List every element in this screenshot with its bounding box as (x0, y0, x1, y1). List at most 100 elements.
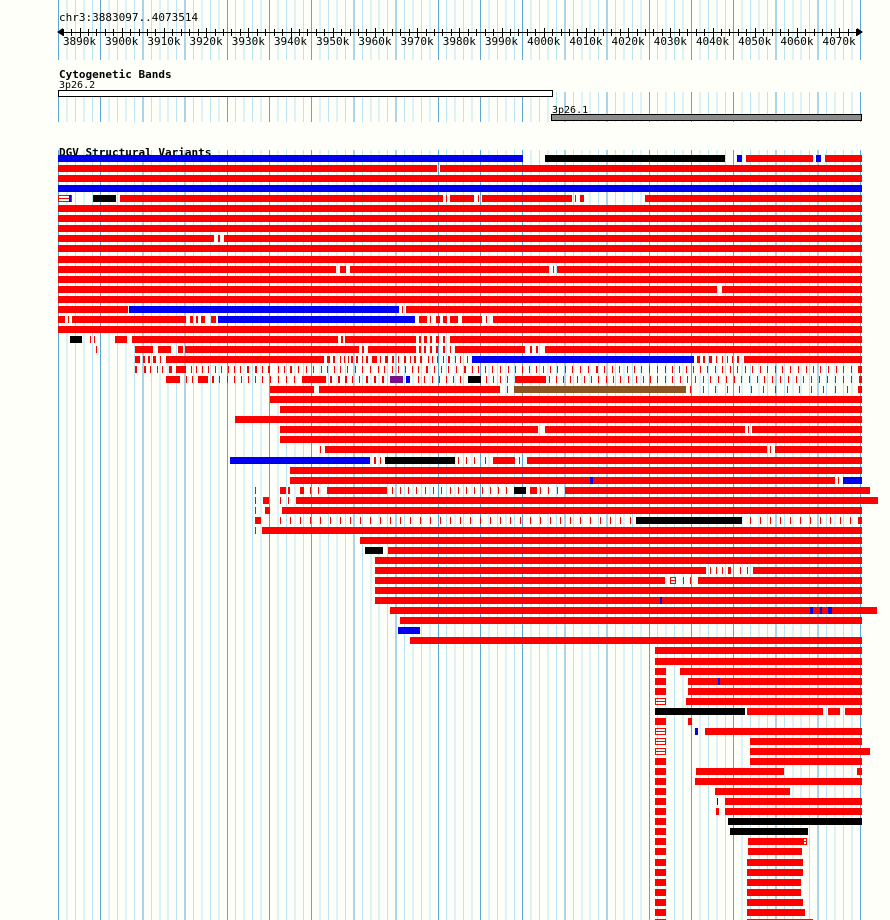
variant-segment-red[interactable] (718, 376, 719, 384)
variant-segment-red[interactable] (530, 486, 537, 494)
variant-segment-red[interactable] (570, 516, 571, 524)
variant-segment-red[interactable] (811, 386, 812, 394)
variant-segment-red[interactable] (58, 275, 862, 283)
variant-segment-red[interactable] (375, 577, 665, 585)
variant-segment-red[interactable] (577, 376, 578, 384)
variant-segment-red[interactable] (185, 345, 359, 353)
variant-segment-red[interactable] (400, 486, 401, 494)
variant-segment-red[interactable] (828, 707, 840, 715)
variant-segment-red[interactable] (582, 476, 585, 484)
variant-segment-red[interactable] (169, 366, 172, 374)
variant-segment-red[interactable] (686, 366, 687, 374)
variant-segment-red[interactable] (827, 376, 828, 384)
variant-segment-red[interactable] (135, 366, 137, 374)
variant-segment-red[interactable] (440, 165, 862, 173)
variant-segment-hollow[interactable] (655, 737, 666, 745)
variant-segment-red[interactable] (410, 516, 411, 524)
variant-segment-blue[interactable] (660, 597, 662, 605)
variant-segment-red[interactable] (813, 366, 814, 374)
variant-segment-red[interactable] (798, 366, 799, 374)
variant-segment-red[interactable] (240, 366, 241, 374)
variant-segment-red[interactable] (296, 496, 878, 504)
variant-segment-red[interactable] (798, 737, 862, 745)
variant-segment-red[interactable] (836, 366, 837, 374)
variant-segment-red[interactable] (737, 356, 739, 363)
variant-segment-red[interactable] (500, 366, 501, 374)
variant-segment-red[interactable] (838, 747, 862, 755)
variant-segment-red[interactable] (72, 315, 186, 323)
variant-segment-red[interactable] (280, 406, 862, 414)
variant-segment-red[interactable] (679, 366, 680, 374)
variant-segment-red[interactable] (241, 376, 242, 384)
variant-segment-red[interactable] (201, 315, 205, 323)
variant-segment-red[interactable] (135, 356, 140, 363)
variant-segment-red[interactable] (857, 768, 862, 776)
variant-segment-red[interactable] (737, 366, 738, 374)
variant-segment-red[interactable] (695, 778, 862, 786)
variant-segment-red[interactable] (446, 376, 447, 384)
variant-segment-red[interactable] (424, 345, 426, 353)
variant-segment-red[interactable] (757, 376, 758, 384)
variant-segment-red[interactable] (202, 366, 203, 374)
variant-segment-blue[interactable] (58, 155, 523, 162)
variant-segment-red[interactable] (627, 366, 628, 374)
variant-segment-red[interactable] (580, 195, 584, 203)
variant-segment-red[interactable] (655, 828, 666, 836)
variant-segment-red[interactable] (392, 486, 393, 494)
variant-segment-red[interactable] (620, 516, 621, 524)
variant-segment-red[interactable] (515, 366, 516, 374)
variant-segment-red[interactable] (843, 376, 844, 384)
variant-segment-red[interactable] (722, 356, 723, 363)
variant-segment-black[interactable] (70, 335, 82, 343)
variant-segment-blue[interactable] (406, 376, 410, 384)
variant-segment-red[interactable] (557, 265, 862, 273)
variant-segment-red[interactable] (655, 858, 666, 866)
variant-segment-red[interactable] (338, 376, 340, 384)
variant-segment-red[interactable] (764, 376, 765, 384)
variant-segment-red[interactable] (767, 366, 768, 374)
variant-segment-red[interactable] (360, 536, 862, 544)
variant-segment-red[interactable] (763, 386, 764, 394)
variant-segment-red[interactable] (748, 848, 802, 856)
variant-segment-red[interactable] (820, 366, 821, 374)
variant-segment-red[interactable] (398, 356, 399, 363)
variant-segment-red[interactable] (787, 386, 788, 394)
variant-segment-red[interactable] (612, 366, 613, 374)
variant-segment-red[interactable] (536, 366, 537, 374)
variant-segment-red[interactable] (645, 195, 862, 203)
variant-segment-red[interactable] (374, 456, 376, 464)
variant-segment-red[interactable] (416, 486, 417, 494)
variant-segment-red[interactable] (790, 516, 791, 524)
variant-segment-red[interactable] (420, 356, 422, 363)
variant-segment-red[interactable] (441, 366, 442, 374)
variant-segment-red[interactable] (655, 657, 862, 665)
variant-segment-red[interactable] (760, 366, 761, 374)
cytoband-bar-3p26-2[interactable] (58, 90, 553, 97)
variant-segment-red[interactable] (858, 516, 862, 524)
variant-segment-red[interactable] (330, 376, 332, 384)
variant-segment-red[interactable] (545, 426, 745, 434)
variant-segment-red[interactable] (851, 366, 852, 374)
variant-segment-blue[interactable] (843, 476, 862, 484)
variant-segment-red[interactable] (643, 376, 644, 384)
variant-segment-red[interactable] (782, 366, 783, 374)
variant-segment-red[interactable] (270, 386, 314, 394)
variant-segment-black[interactable] (545, 155, 725, 162)
variant-segment-red[interactable] (255, 496, 256, 504)
variant-segment-red[interactable] (350, 265, 549, 273)
variant-segment-blue[interactable] (816, 155, 821, 162)
variant-segment-red[interactable] (327, 486, 387, 494)
variant-segment-red[interactable] (270, 376, 271, 384)
variant-segment-red[interactable] (382, 376, 384, 384)
variant-segment-red[interactable] (620, 376, 621, 384)
variant-segment-red[interactable] (340, 356, 341, 363)
variant-segment-red[interactable] (420, 516, 421, 524)
variant-segment-red[interactable] (696, 768, 712, 776)
variant-segment-red[interactable] (665, 376, 666, 384)
variant-segment-blue[interactable] (717, 798, 718, 806)
variant-segment-red[interactable] (683, 577, 684, 585)
variant-segment-red[interactable] (728, 567, 731, 575)
variant-segment-red[interactable] (725, 798, 862, 806)
variant-segment-red[interactable] (58, 305, 128, 313)
variant-segment-red[interactable] (685, 597, 686, 605)
